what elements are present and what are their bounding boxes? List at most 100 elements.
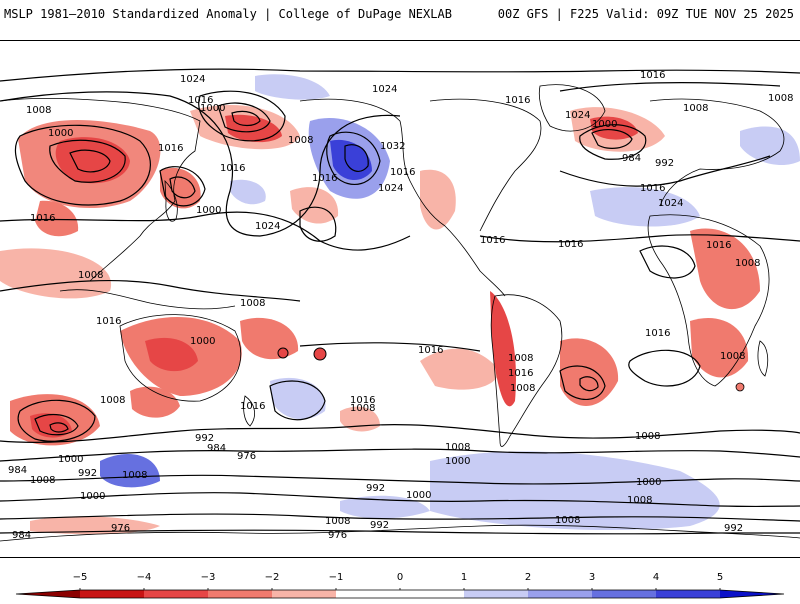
isobar-line	[69, 149, 111, 173]
map-title: MSLP 1981–2010 Standardized Anomaly | Co…	[4, 7, 452, 21]
contour-label: 976	[237, 451, 256, 462]
isobar-line	[326, 131, 381, 185]
anomaly-neg-tasman	[130, 386, 180, 418]
isobar-line	[198, 90, 286, 142]
isobar-line	[639, 245, 696, 279]
contour-label: 1008	[627, 495, 652, 506]
contour-label: 1008	[555, 515, 580, 526]
anomaly-pos-antarctic	[430, 451, 720, 531]
colorbar-segment	[464, 590, 528, 598]
contour-label: 1000	[190, 336, 215, 347]
contour-label: 992	[78, 468, 97, 479]
contour-label: 1008	[508, 353, 533, 364]
coast-north-america	[299, 98, 506, 297]
isobar-line	[591, 129, 633, 149]
colorbar-segment	[144, 590, 208, 598]
contour-label: 984	[622, 153, 641, 164]
anomaly-neg-kamchatka	[160, 167, 201, 209]
isobar-line	[17, 399, 96, 442]
contour-label: 1016	[240, 401, 265, 412]
contour-label: 1008	[325, 516, 350, 527]
colorbar-segments	[15, 589, 785, 599]
contour-label: 1024	[565, 110, 590, 121]
low-center	[277, 347, 289, 359]
colorbar-tick: −5	[73, 572, 88, 583]
contour-label: 1000	[196, 205, 221, 216]
contour-label: 1000	[636, 477, 661, 488]
contour-labels: 1024 1024 1016 1008 1000 1016 1000 1008 …	[8, 70, 793, 541]
anomaly-neg-australia-core	[145, 337, 198, 372]
isobar-line	[0, 474, 800, 485]
colorbar-segment	[80, 590, 144, 598]
isobar-line	[0, 492, 800, 508]
isobar-line	[344, 144, 369, 172]
coast-africa	[647, 214, 770, 387]
anomaly-colorbar: −5 −4 −3 −2 −1 0 1 2 3 4 5	[0, 570, 800, 600]
colorbar-tick: −4	[137, 572, 152, 583]
contour-label: 976	[111, 523, 130, 534]
contour-label: 984	[207, 443, 226, 454]
colorbar-tick: 3	[589, 572, 595, 583]
contour-label: 1008	[720, 351, 745, 362]
contour-label: 1016	[645, 328, 670, 339]
contour-label: 1016	[188, 95, 213, 106]
isobar-line	[0, 279, 301, 302]
contour-label: 1008	[100, 395, 125, 406]
colorbar-segment	[208, 590, 272, 598]
isobar-line	[34, 413, 79, 436]
contour-label: 1024	[180, 74, 205, 85]
contour-label: 1016	[220, 163, 245, 174]
anomaly-shading	[0, 74, 800, 535]
contour-label: 1016	[418, 345, 443, 356]
contour-label: 1000	[48, 128, 73, 139]
colorbar-tick: 1	[461, 572, 467, 583]
coast-new-zealand	[243, 395, 255, 427]
isobar-line	[269, 380, 326, 421]
contour-label: 1032	[380, 141, 405, 152]
header: MSLP 1981–2010 Standardized Anomaly | Co…	[0, 0, 800, 30]
contour-label: 1016	[640, 70, 665, 81]
contour-label: 1016	[158, 143, 183, 154]
contour-label: 1016	[350, 395, 375, 406]
contour-label: 1016	[558, 239, 583, 250]
anomaly-neg-siberia-core	[55, 137, 130, 184]
contour-label: 992	[370, 520, 389, 531]
contour-label: 976	[328, 530, 347, 541]
coast-australia	[119, 314, 242, 402]
anomaly-neg-south-atlantic	[560, 338, 619, 406]
contour-label: 992	[366, 483, 385, 494]
colorbar-end-left	[16, 590, 80, 598]
isobar-line	[0, 424, 800, 443]
low-center	[735, 382, 745, 392]
contour-label: 992	[724, 523, 743, 534]
contour-label: 1008	[735, 258, 760, 269]
isobar-line	[0, 68, 800, 82]
anomaly-pos-antarctic-b	[340, 495, 430, 519]
isobar-line	[559, 365, 606, 400]
isobar-line	[49, 139, 126, 183]
isobar-line	[299, 342, 481, 352]
contour-label: 1000	[58, 454, 83, 465]
anomaly-neg-andes	[490, 291, 516, 407]
isobar-line	[579, 124, 647, 160]
colorbar-tick: 2	[525, 572, 531, 583]
colorbar-segment	[336, 590, 464, 598]
anomaly-neg-indonesia	[0, 248, 112, 299]
contour-label: 984	[8, 465, 27, 476]
contour-label: 984	[12, 530, 31, 541]
anomaly-pos-europe	[740, 126, 800, 166]
anomaly-pos-alaska-core	[330, 139, 372, 181]
contour-label: 1008	[635, 431, 660, 442]
colorbar-tick: 4	[653, 572, 659, 583]
low-center	[313, 347, 327, 361]
anomaly-neg-south-indian	[30, 516, 160, 535]
contour-label: 1008	[350, 403, 375, 414]
contour-label: 1016	[30, 213, 55, 224]
contour-label: 1024	[255, 221, 280, 232]
anomaly-pos-mid-pacific	[230, 179, 266, 205]
coast-indonesia	[59, 289, 236, 310]
contour-label: 1016	[390, 167, 415, 178]
isobar-line	[628, 349, 701, 387]
colorbar-end-right	[720, 590, 784, 598]
contour-label: 1008	[683, 103, 708, 114]
